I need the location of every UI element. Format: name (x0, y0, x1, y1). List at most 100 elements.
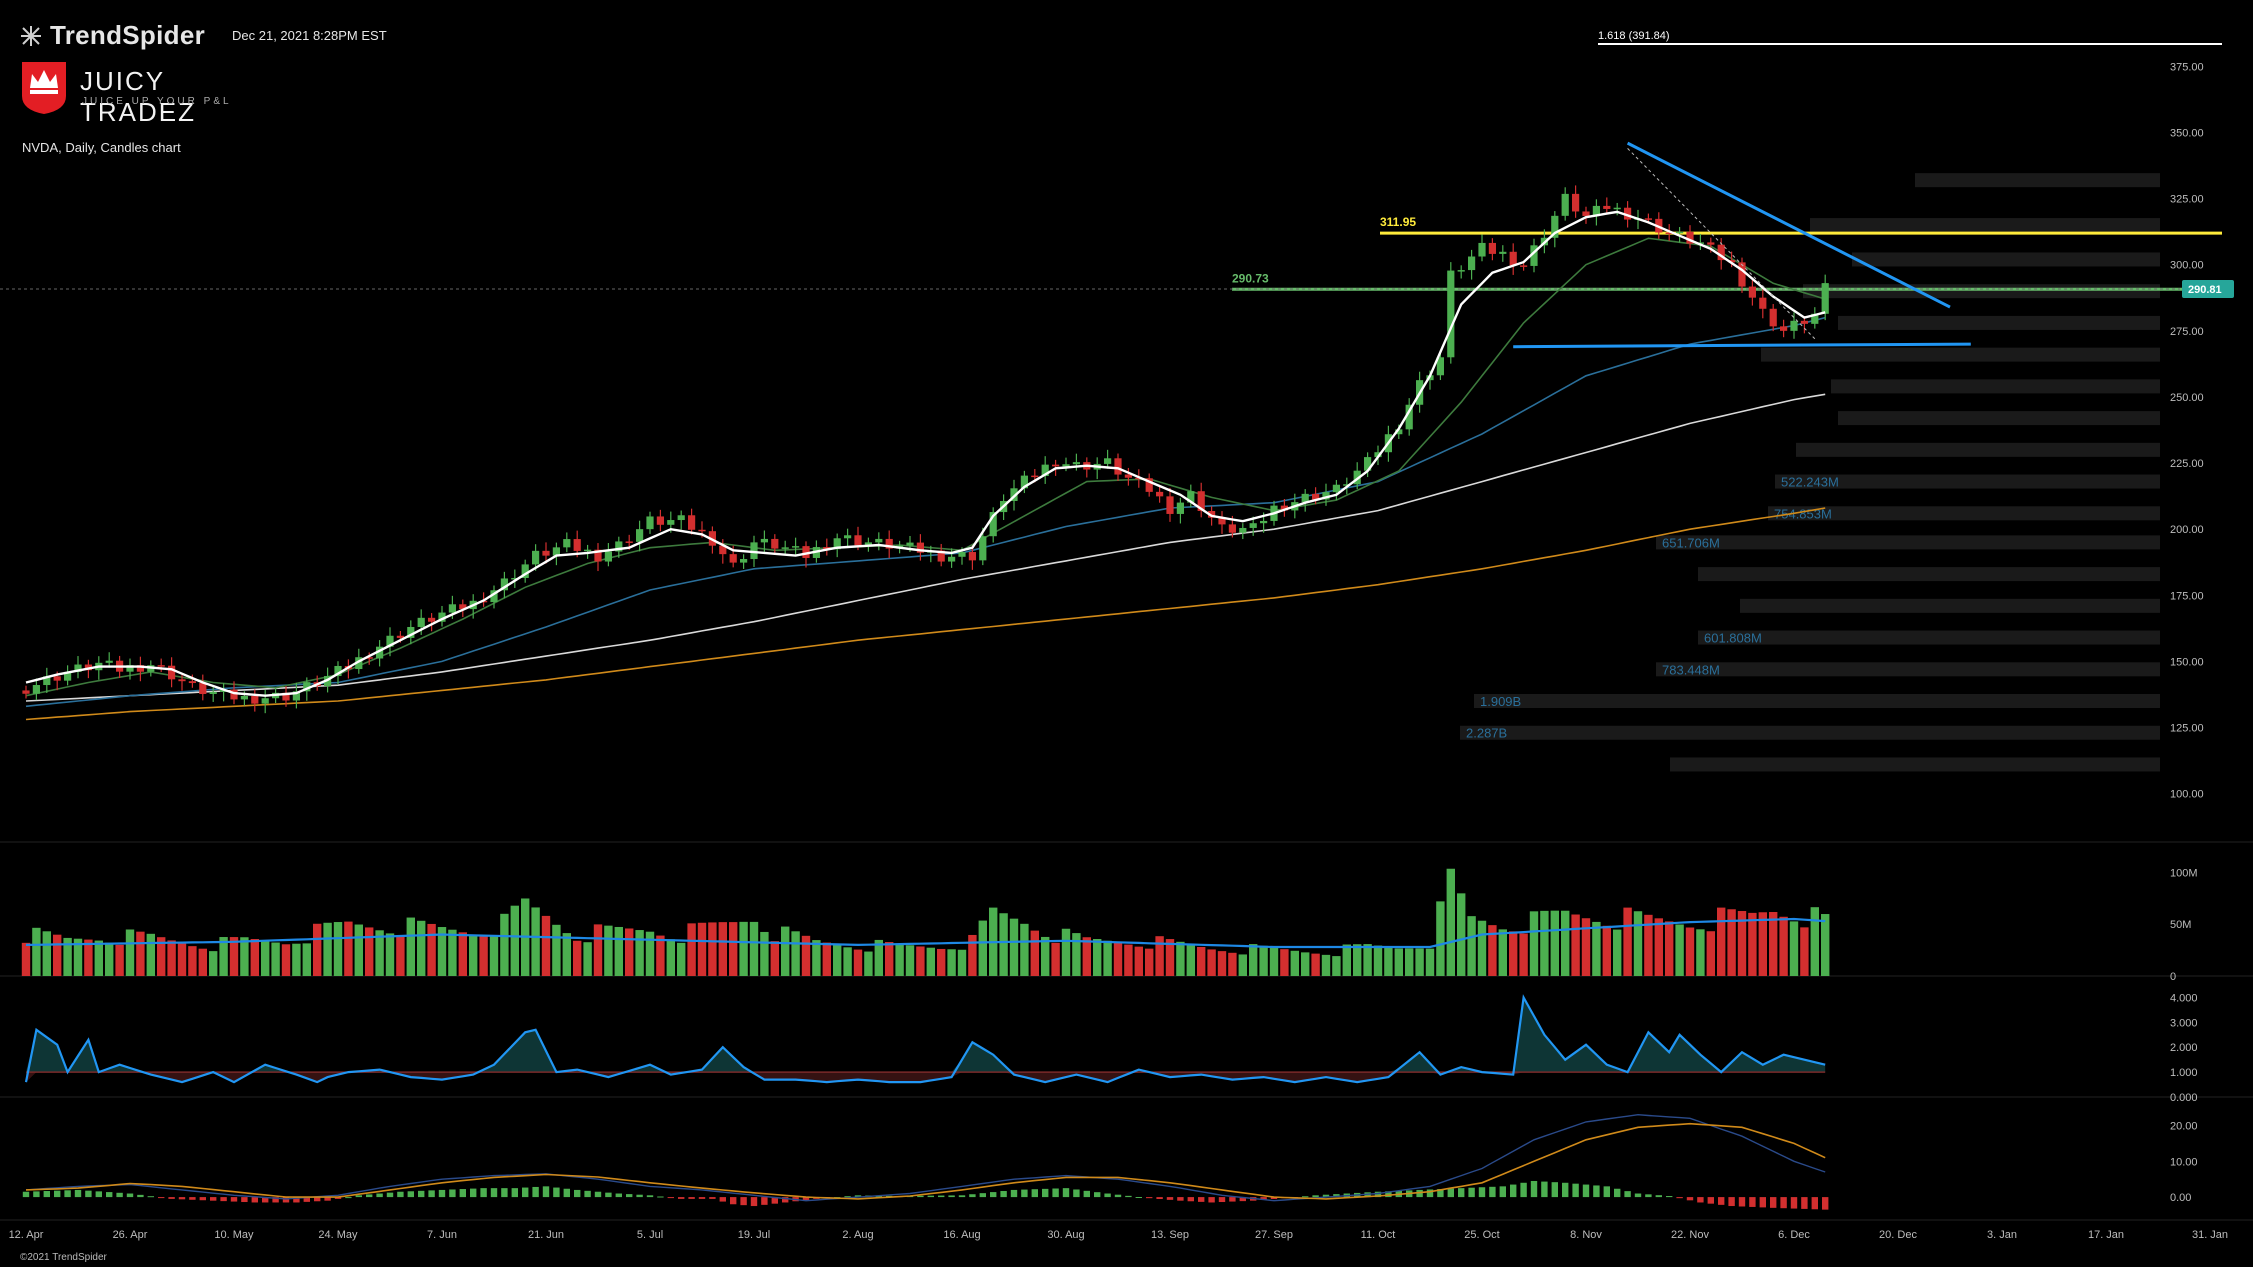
macd-histogram-bar (64, 1190, 71, 1198)
candle-bear (802, 546, 810, 558)
candle-bull (792, 546, 800, 548)
price-axis-tick: 325.00 (2170, 194, 2204, 206)
candle-bear (1769, 308, 1777, 327)
volume-bar (1446, 868, 1455, 976)
volume-profile-bar (1775, 474, 2160, 489)
macd-histogram-bar (470, 1188, 477, 1198)
macd-histogram-bar (626, 1194, 633, 1198)
candle-bear (1748, 286, 1756, 298)
candle-bull (1447, 270, 1455, 358)
macd-histogram-bar (43, 1191, 50, 1198)
volume-bar (531, 907, 540, 976)
macd-histogram-bar (324, 1197, 331, 1201)
macd-histogram-bar (657, 1196, 664, 1198)
volume-axis-tick: 100M (2170, 867, 2198, 879)
last-price-label: 290.81 (2188, 284, 2222, 296)
macd-histogram-bar (1218, 1197, 1226, 1203)
macd-histogram-bar (210, 1197, 217, 1201)
volume-bar (1332, 956, 1341, 976)
macd-histogram-bar (501, 1188, 508, 1198)
candle-bear (968, 552, 976, 561)
relvol-axis-tick: 2.000 (2170, 1042, 2198, 1054)
macd-histogram-bar (1510, 1184, 1517, 1198)
candle-bull (386, 635, 394, 647)
candle-bull (864, 542, 872, 546)
macd-histogram-bar (22, 1191, 30, 1198)
macd-histogram-bar (1770, 1197, 1777, 1208)
price-axis-tick: 275.00 (2170, 326, 2204, 338)
macd-histogram-bar (438, 1189, 446, 1198)
support-trendline (1513, 342, 1971, 349)
x-axis-tick: 6. Dec (1778, 1229, 1810, 1241)
candle-bull (448, 604, 456, 613)
candle-bull (1187, 491, 1195, 503)
candle-bull (740, 559, 748, 563)
macd-histogram-bar (1385, 1191, 1392, 1198)
candle-bear (136, 665, 144, 672)
candle-bear (729, 554, 737, 563)
sma-50-line (25, 316, 1826, 708)
candle-bear (459, 604, 467, 610)
macd-histogram-bar (782, 1197, 789, 1203)
macd-histogram-bar (459, 1189, 466, 1198)
volume-bar (365, 927, 374, 976)
candle-bull (667, 520, 675, 525)
macd-histogram-bar (95, 1191, 102, 1198)
fib-extension-label: 1.618 (391.84) (1598, 30, 1670, 42)
volume-bar (1009, 918, 1019, 976)
macd-histogram-bar (1437, 1189, 1444, 1198)
volume-bar (32, 927, 41, 976)
volume-bar (1176, 941, 1185, 976)
volume-bar (1165, 939, 1175, 976)
volume-bar (1020, 923, 1029, 976)
volume-bar (999, 913, 1008, 976)
volume-profile-label: 2.287B (1466, 726, 1507, 741)
volume-bar (1477, 920, 1487, 976)
volume-bar (1363, 944, 1372, 976)
candle-bear (937, 550, 945, 562)
volume-profile-bar (1831, 379, 2160, 394)
volume-bar (1821, 914, 1830, 976)
macd-histogram-bar (1676, 1197, 1683, 1199)
sma-20-line (25, 237, 1826, 697)
candle-bear (688, 515, 696, 530)
copyright: ©2021 TrendSpider (20, 1252, 107, 1263)
volume-bar (1769, 912, 1778, 976)
volume-bar (1103, 940, 1112, 976)
macd-histogram-bar (1593, 1185, 1600, 1198)
volume-bar (1186, 944, 1195, 976)
macd-histogram-bar (490, 1188, 498, 1198)
x-axis-tick: 20. Dec (1879, 1229, 1917, 1241)
macd-histogram-bar (418, 1190, 425, 1198)
resistance-trendline (1626, 141, 1951, 309)
candle-bull (1405, 404, 1413, 430)
macd-histogram-bar (106, 1192, 113, 1198)
volume-bar (1529, 911, 1539, 976)
candle-bull (948, 556, 956, 562)
volume-profile-bar (1698, 567, 2160, 582)
price-axis-tick: 250.00 (2170, 392, 2204, 404)
candle-bear (916, 542, 924, 553)
volume-bar (562, 933, 571, 976)
volume-bar (1311, 953, 1320, 976)
macd-histogram-bar (584, 1190, 591, 1198)
volume-bar (281, 944, 291, 976)
volume-bar (427, 923, 436, 976)
volume-bar (500, 913, 509, 976)
volume-bar (136, 931, 145, 976)
volume-bar (739, 921, 748, 976)
macd-histogram-bar (355, 1195, 362, 1198)
macd-histogram-bar (1551, 1182, 1558, 1198)
macd-histogram-bar (1031, 1189, 1038, 1198)
macd-histogram-bar (1073, 1189, 1080, 1198)
macd-histogram-bar (1749, 1197, 1756, 1207)
candle-bear (22, 690, 30, 694)
macd-histogram-bar (147, 1196, 154, 1198)
volume-bar (729, 922, 738, 976)
candle-bear (230, 689, 238, 700)
macd-histogram-bar (1759, 1197, 1766, 1208)
volume-bar (406, 917, 415, 976)
volume-bar (677, 942, 686, 976)
relvol-axis-tick: 3.000 (2170, 1017, 2198, 1029)
